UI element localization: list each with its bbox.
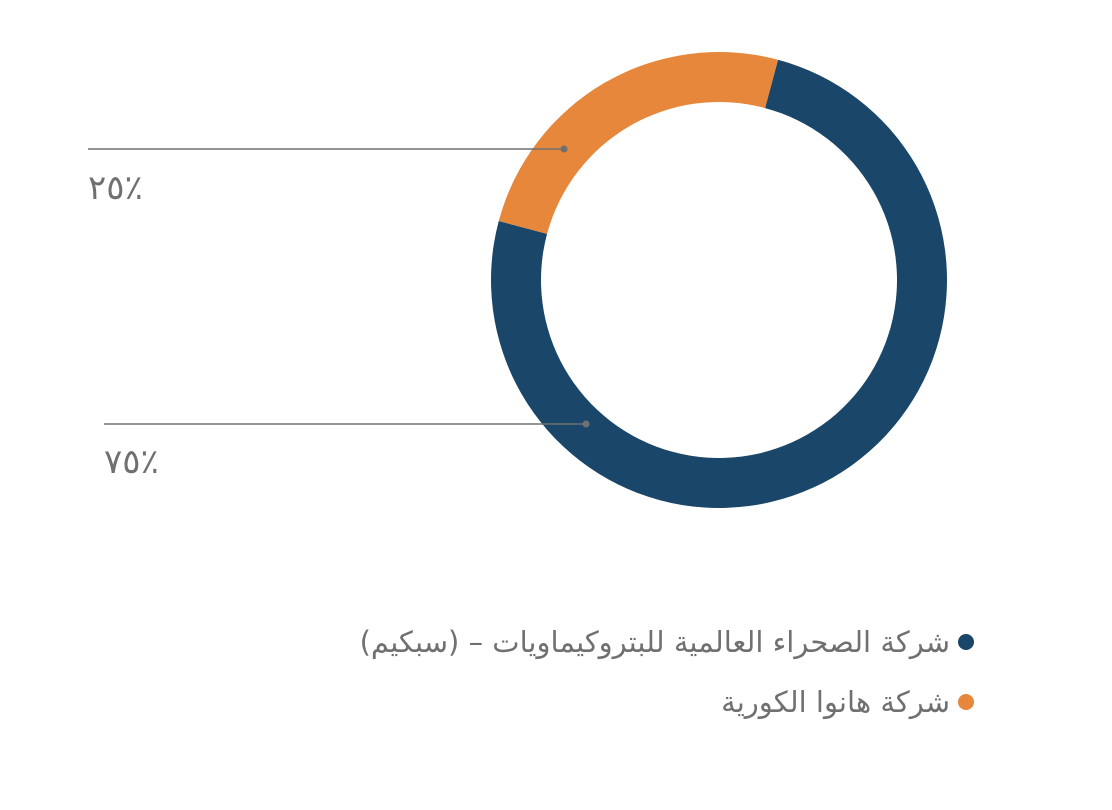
legend-dot-hanwha <box>958 694 974 710</box>
leader-dot-hanwha <box>560 145 568 153</box>
legend-label-hanwha: شركة هانوا الكورية <box>721 685 950 719</box>
donut-slice-hanwha <box>498 52 779 234</box>
slice-label-sipchem: ٪٧٥ <box>104 442 159 482</box>
legend-item-hanwha: شركة هانوا الكورية <box>360 672 974 732</box>
leader-lines <box>88 145 590 428</box>
leader-dot-sipchem <box>582 420 590 428</box>
legend: شركة الصحراء العالمية للبتروكيماويات – (… <box>360 612 974 732</box>
slice-label-hanwha: ٪٢٥ <box>88 168 143 208</box>
legend-dot-sipchem <box>958 634 974 650</box>
legend-item-sipchem: شركة الصحراء العالمية للبتروكيماويات – (… <box>360 612 974 672</box>
legend-label-sipchem: شركة الصحراء العالمية للبتروكيماويات – (… <box>359 625 950 659</box>
donut-slices <box>491 52 948 508</box>
